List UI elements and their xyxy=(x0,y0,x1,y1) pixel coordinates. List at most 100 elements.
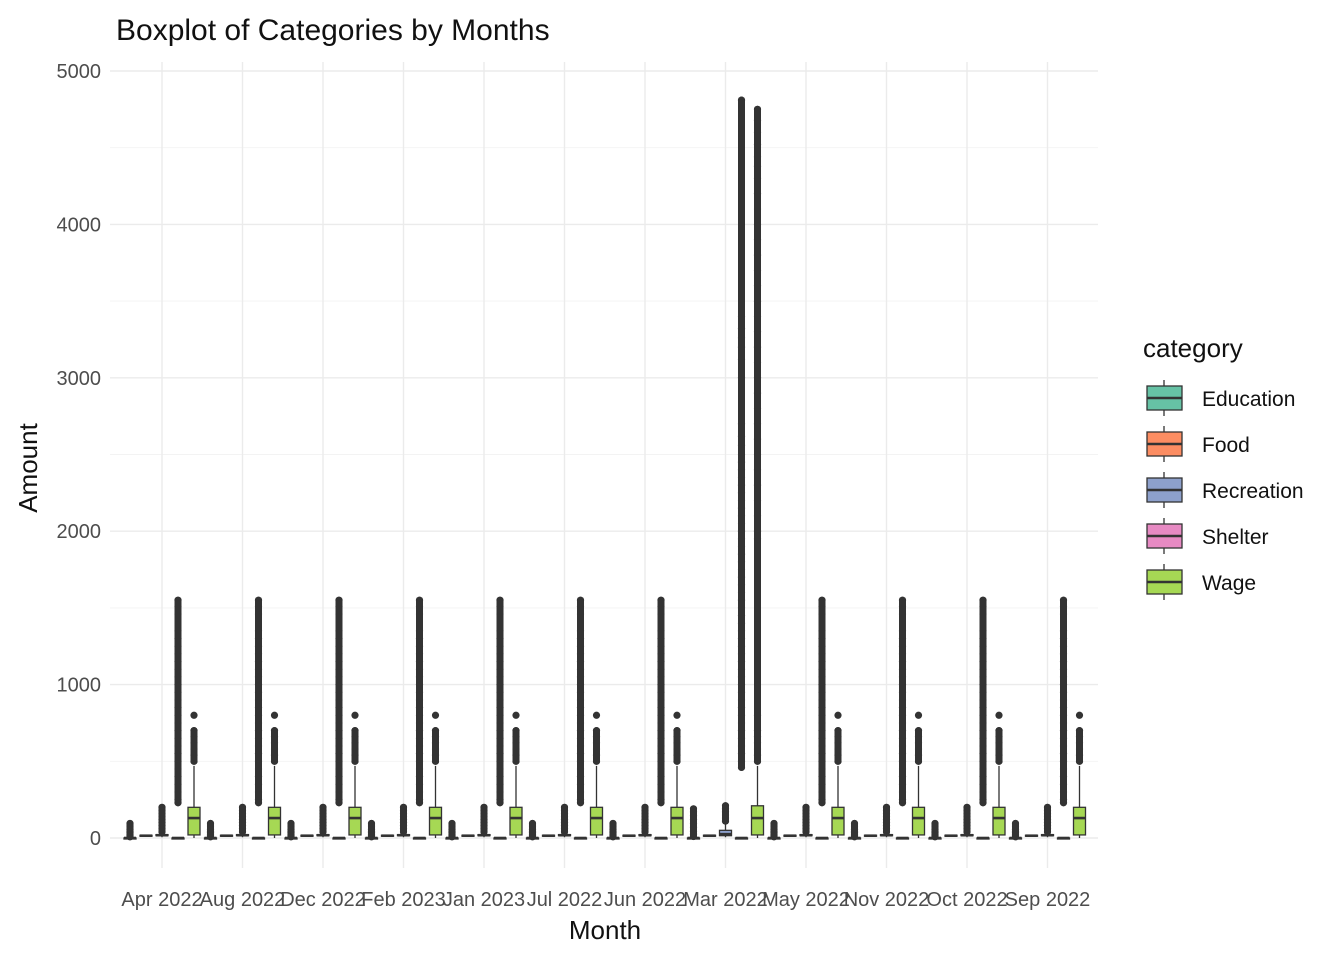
box-food xyxy=(300,834,314,837)
legend-item-education: Education xyxy=(1146,380,1295,416)
box-shelter xyxy=(332,596,346,840)
box-recreation xyxy=(557,803,572,838)
box-wage xyxy=(750,105,765,838)
box-education xyxy=(123,819,137,841)
box-shelter xyxy=(654,596,668,840)
box-shelter xyxy=(734,96,749,840)
box-body xyxy=(831,806,845,836)
box-shelter xyxy=(815,596,829,840)
box-wage xyxy=(992,711,1006,838)
x-tick-label: Apr 2022 xyxy=(121,889,202,911)
y-axis-ticks: 0 1000 2000 3000 4000 5000 xyxy=(57,61,102,850)
outlier-point xyxy=(512,711,520,719)
box-food xyxy=(139,834,153,837)
legend-label: Food xyxy=(1202,434,1250,457)
box-shelter xyxy=(493,596,507,840)
box-recreation xyxy=(396,803,411,838)
outlier-point xyxy=(592,711,601,719)
box-wage xyxy=(348,711,362,838)
box-recreation xyxy=(718,802,733,838)
box-recreation xyxy=(960,803,974,838)
box-recreation xyxy=(638,803,652,838)
box-body xyxy=(267,806,282,836)
box-education xyxy=(525,819,540,841)
x-tick-label: Oct 2022 xyxy=(926,889,1007,911)
box-education xyxy=(1008,819,1023,841)
box-wage xyxy=(267,711,282,838)
legend-label: Shelter xyxy=(1202,526,1269,549)
outlier-point xyxy=(270,711,279,719)
outlier-point xyxy=(351,711,359,719)
box-shelter xyxy=(976,596,990,840)
box-shelter xyxy=(895,596,910,840)
box-education xyxy=(364,819,379,841)
box-recreation xyxy=(155,803,169,838)
box-wage xyxy=(911,711,926,838)
box-education xyxy=(928,819,942,841)
x-tick-label: Feb 2023 xyxy=(361,889,446,911)
outlier-point xyxy=(431,711,440,719)
box-education xyxy=(606,819,620,841)
legend: category Education Food Recreation Shelter W… xyxy=(1143,333,1304,600)
box-body xyxy=(509,806,523,836)
box-body xyxy=(992,806,1006,836)
legend-item-recreation: Recreation xyxy=(1146,472,1304,508)
y-tick-label: 5000 xyxy=(57,61,102,83)
y-tick-label: 4000 xyxy=(57,214,102,236)
x-tick-label: Jan 2023 xyxy=(443,889,525,911)
box-food xyxy=(541,834,556,837)
box-food xyxy=(783,834,797,837)
outlier-point xyxy=(190,711,198,719)
y-tick-label: 0 xyxy=(90,828,101,850)
box-body xyxy=(187,806,201,836)
box-recreation xyxy=(799,803,813,838)
box-body xyxy=(589,806,604,836)
box-food xyxy=(863,834,878,837)
box-body xyxy=(750,805,765,836)
box-recreation xyxy=(1040,803,1055,838)
legend-label: Wage xyxy=(1202,572,1256,595)
box-wage xyxy=(831,711,845,838)
box-education xyxy=(445,819,459,841)
chart-title: Boxplot of Categories by Months xyxy=(116,14,550,47)
x-tick-label: Sep 2022 xyxy=(1005,889,1091,911)
box-body xyxy=(428,806,443,836)
legend-title: category xyxy=(1143,333,1243,363)
box-education xyxy=(284,819,298,841)
x-tick-label: Dec 2022 xyxy=(280,889,366,911)
legend-item-shelter: Shelter xyxy=(1146,518,1269,554)
box-education xyxy=(686,805,701,841)
box-wage xyxy=(670,711,684,838)
box-shelter xyxy=(1056,596,1071,840)
y-axis-title: Amount xyxy=(13,422,43,512)
legend-item-food: Food xyxy=(1146,426,1250,462)
box-wage xyxy=(187,711,201,838)
legend-label: Education xyxy=(1202,388,1295,411)
outlier-point xyxy=(834,711,842,719)
x-tick-label: Mar 2022 xyxy=(683,889,768,911)
box-wage xyxy=(428,711,443,838)
box-shelter xyxy=(573,596,588,840)
x-axis-title: Month xyxy=(569,915,641,945)
box-education xyxy=(203,819,218,841)
box-wage xyxy=(509,711,523,838)
boxes xyxy=(123,96,1087,841)
box-shelter xyxy=(171,596,185,840)
box-education xyxy=(767,819,781,841)
box-body xyxy=(1072,806,1087,836)
y-tick-label: 2000 xyxy=(57,521,102,543)
outlier-point xyxy=(1075,711,1084,719)
legend-item-wage: Wage xyxy=(1146,564,1256,600)
box-education xyxy=(847,819,862,841)
box-food xyxy=(380,834,395,837)
box-wage xyxy=(589,711,604,838)
box-food xyxy=(219,834,234,837)
box-food xyxy=(1024,834,1039,837)
x-tick-label: Nov 2022 xyxy=(844,889,930,911)
box-body xyxy=(348,806,362,836)
legend-label: Recreation xyxy=(1202,480,1304,503)
box-body xyxy=(670,806,684,836)
box-body xyxy=(911,806,926,836)
box-recreation xyxy=(316,803,330,838)
